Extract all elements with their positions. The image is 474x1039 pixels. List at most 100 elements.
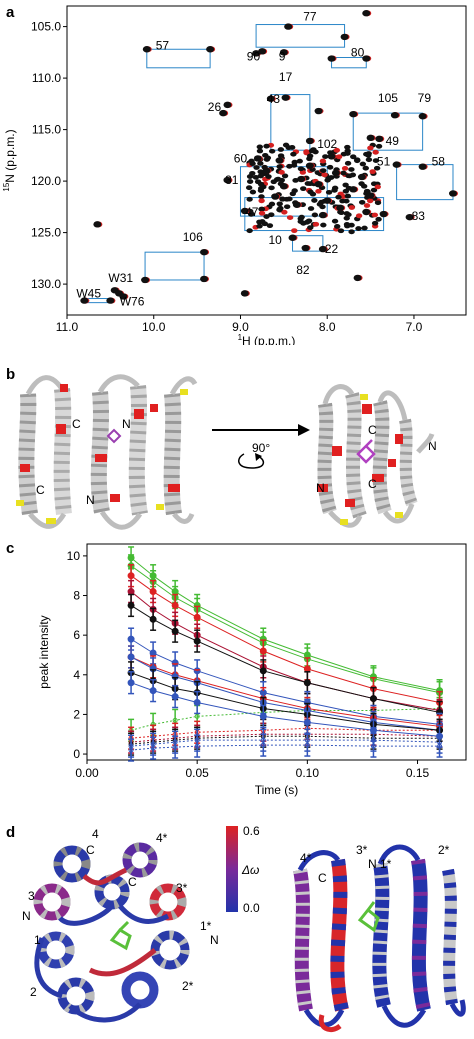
rotation-curl-icon [238,453,265,469]
left-loops-top [25,374,198,396]
cluster-peak [307,189,314,195]
data-point [303,679,311,687]
x-tick-label: 9.0 [232,320,249,334]
x-tick-label: 7.0 [406,320,423,334]
peak [323,197,332,204]
right-label-n-bottom: N [316,481,325,495]
side-view-molecule: 4* 3* N 1* 2* C [293,843,466,1032]
cluster-peak [307,225,314,231]
peak-label: 9 [279,50,286,64]
cluster-peak [288,145,296,150]
cluster-peak [281,173,289,179]
cluster-peak [282,142,290,148]
cluster-peak [370,181,378,187]
cluster-peak [245,185,253,191]
right-label-c-top: C [368,423,377,437]
peak-label: 80 [351,45,365,59]
left-ligand [106,428,122,444]
panel-d: d 0.6 Δω 0.0 [0,820,474,1039]
decay-curve [130,638,440,725]
top-label-n-right: N [210,933,219,947]
cluster-peak [256,223,263,229]
connection-box [292,235,324,252]
cluster-peak [361,225,368,231]
peak [279,49,288,56]
decay-curve [130,672,440,731]
data-point [303,665,311,673]
decay-curve [130,682,440,737]
data-point [303,718,311,726]
cluster-peak [337,228,345,234]
recovery-curve [131,744,440,751]
cluster-peak [258,194,265,200]
data-point [149,615,157,623]
cluster-peak [274,176,282,182]
data-point [194,743,200,749]
cluster-peak [344,151,351,156]
peak-label: 51 [377,155,391,169]
peak-label: 79 [418,91,432,105]
plot-frame [66,5,467,316]
top-label-4star: 4* [156,831,168,845]
cluster-peak [263,214,270,219]
peak-label: 57 [156,38,170,52]
side-label-4star: 4* [300,851,312,865]
peak [366,134,375,142]
peak [80,297,89,304]
data-point [369,726,377,734]
peak-label: W45 [76,286,101,300]
peak [349,110,358,118]
cluster-peak [335,194,342,200]
cluster-peak [362,165,369,171]
cluster-peak [268,185,275,191]
connection-box [255,24,346,48]
left-helix-4 [128,385,148,516]
cluster-peak [276,164,283,170]
panel-a-letter: a [6,4,15,21]
peak-label: 31 [225,173,239,187]
cluster-peak [246,179,254,184]
peak [223,176,232,184]
side-label-1star: 1* [380,857,392,871]
cluster-peak [305,218,313,224]
delta-omega-colorbar: 0.6 Δω 0.0 [226,824,260,915]
top-view-molecule: 4 4* C C 3* 3 N 1* N 1 2 2* [22,827,219,1023]
y-tick-label: 120.0 [31,174,61,188]
cluster-peak [340,170,347,176]
y-tick-label: 110.0 [32,71,61,85]
peak [349,186,358,193]
cluster-peak [258,198,265,204]
peak-label: W31 [108,271,133,285]
right-label-n-top: N [428,439,437,453]
panel-b: b C [0,364,474,534]
rotation-label: 90° [252,441,270,455]
peak [301,244,310,252]
left-red-segment [56,424,66,434]
peak [362,10,371,17]
data-point [127,635,135,643]
data-point [260,742,266,748]
cluster-peak [299,170,307,175]
peak [288,234,297,241]
peak [106,297,115,304]
y-tick-label: 8 [73,589,80,603]
peak [281,94,290,101]
peak [119,293,128,300]
side-label-n: N [368,857,377,871]
data-point [149,687,157,695]
cluster-peak [325,189,333,195]
decay-curve [130,575,440,704]
panel-d-letter: d [6,824,16,841]
cluster-peak [371,220,379,226]
cluster-peak [286,215,294,221]
peak [271,193,280,200]
cluster-peak [355,226,362,231]
peak-label: 106 [183,230,203,244]
cluster-peak [254,179,262,185]
peak [275,157,284,164]
peak [223,101,232,109]
recovery-curve [131,727,440,739]
top-label-3: 3 [28,889,35,903]
cluster-peak [316,201,324,207]
top-label-2: 2 [30,985,37,999]
